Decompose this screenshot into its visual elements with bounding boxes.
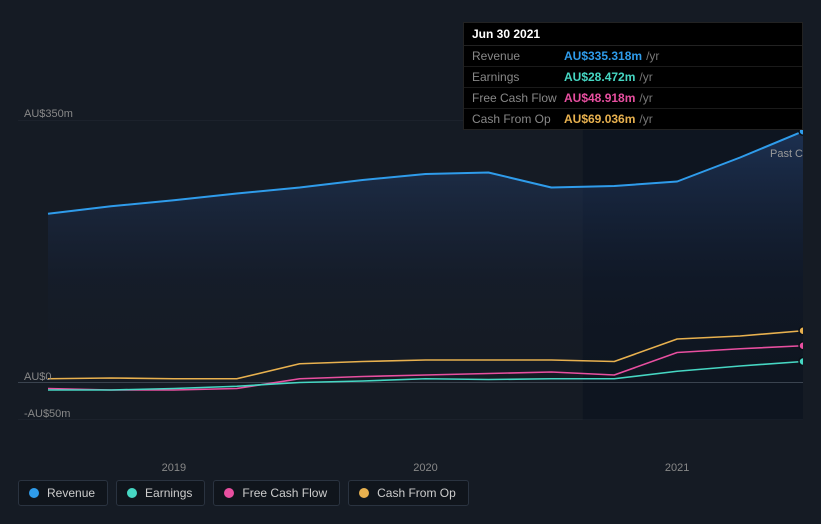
y-axis-label: -AU$50m: [24, 408, 70, 420]
tooltip-row: Cash From OpAU$69.036m/yr: [464, 109, 802, 129]
tooltip-metric-value: AU$335.318m: [564, 49, 642, 63]
tooltip-metric-label: Cash From Op: [472, 112, 564, 126]
legend-label: Free Cash Flow: [242, 486, 327, 500]
legend-dot-icon: [359, 488, 369, 498]
legend-label: Cash From Op: [377, 486, 456, 500]
tooltip-unit: /yr: [639, 112, 652, 126]
tooltip-metric-value: AU$48.918m: [564, 91, 635, 105]
tooltip-metric-label: Earnings: [472, 70, 564, 84]
legend-item-revenue[interactable]: Revenue: [18, 480, 108, 506]
y-axis-label: AU$350m: [24, 108, 73, 120]
tooltip-metric-label: Free Cash Flow: [472, 91, 564, 105]
chart-area[interactable]: [18, 120, 803, 464]
tooltip-row: Free Cash FlowAU$48.918m/yr: [464, 88, 802, 109]
tooltip-unit: /yr: [639, 91, 652, 105]
legend-dot-icon: [224, 488, 234, 498]
legend-item-earnings[interactable]: Earnings: [116, 480, 205, 506]
line-chart-svg: [18, 120, 803, 420]
x-axis-label: 2021: [665, 462, 689, 474]
tooltip-metric-value: AU$28.472m: [564, 70, 635, 84]
legend-label: Revenue: [47, 486, 95, 500]
tooltip-unit: /yr: [639, 70, 652, 84]
tooltip-row: EarningsAU$28.472m/yr: [464, 67, 802, 88]
legend-dot-icon: [127, 488, 137, 498]
legend-item-cash-from-op[interactable]: Cash From Op: [348, 480, 469, 506]
x-axis-label: 2019: [162, 462, 186, 474]
x-axis-label: 2020: [413, 462, 437, 474]
hover-tooltip: Jun 30 2021 RevenueAU$335.318m/yrEarning…: [463, 22, 803, 130]
tooltip-metric-label: Revenue: [472, 49, 564, 63]
past-label: Past C: [770, 148, 803, 160]
tooltip-date: Jun 30 2021: [464, 23, 802, 46]
y-axis-label: AU$0: [24, 371, 52, 383]
tooltip-unit: /yr: [646, 49, 659, 63]
legend-dot-icon: [29, 488, 39, 498]
tooltip-row: RevenueAU$335.318m/yr: [464, 46, 802, 67]
legend: Revenue Earnings Free Cash Flow Cash From O…: [18, 480, 469, 506]
tooltip-metric-value: AU$69.036m: [564, 112, 635, 126]
legend-label: Earnings: [145, 486, 192, 500]
legend-item-free-cash-flow[interactable]: Free Cash Flow: [213, 480, 340, 506]
